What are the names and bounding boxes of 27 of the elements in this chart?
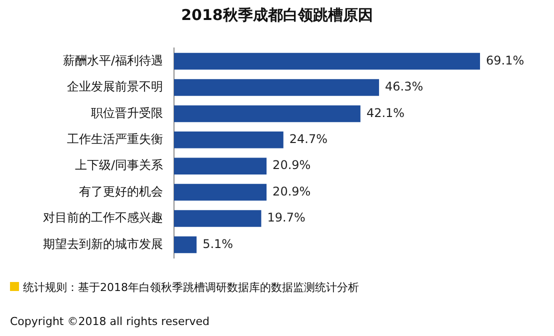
data-label: 20.9% <box>272 184 311 198</box>
data-label: 42.1% <box>366 106 405 120</box>
y-tick-label: 对目前的工作不感兴趣 <box>43 210 163 225</box>
bar <box>174 79 380 96</box>
bar <box>174 210 262 227</box>
bar <box>174 132 284 148</box>
data-label: 69.1% <box>486 53 524 68</box>
y-tick-label: 上下级/同事关系 <box>74 158 163 172</box>
bar <box>174 52 480 70</box>
data-label: 24.7% <box>289 132 328 146</box>
y-tick-label: 有了更好的机会 <box>79 184 163 198</box>
text: Copyright ©2018 all rights reserved <box>10 315 210 328</box>
bar <box>174 105 360 122</box>
y-tick-label: 薪酬水平/福利待遇 <box>62 53 163 68</box>
y-tick-label: 职位晋升受限 <box>91 106 163 120</box>
bar <box>174 184 267 201</box>
data-label: 5.1% <box>202 236 234 251</box>
chart-title: 2018秋季成都白领跳槽原因 <box>180 6 374 25</box>
data-label: 46.3% <box>385 80 424 94</box>
bar <box>174 236 197 254</box>
data-label: 20.9% <box>272 158 311 172</box>
y-tick-label: 工作生活严重失衡 <box>67 132 163 146</box>
y-tick-label: 企业发展前景不明 <box>67 80 163 94</box>
bar <box>174 158 267 174</box>
data-label: 19.7% <box>267 210 306 225</box>
text: 统计规则：基于2018年白领秋季跳槽调研数据库的数据监测统计分析 <box>23 281 359 294</box>
y-tick-label: 期望去到新的城市发展 <box>43 236 163 251</box>
